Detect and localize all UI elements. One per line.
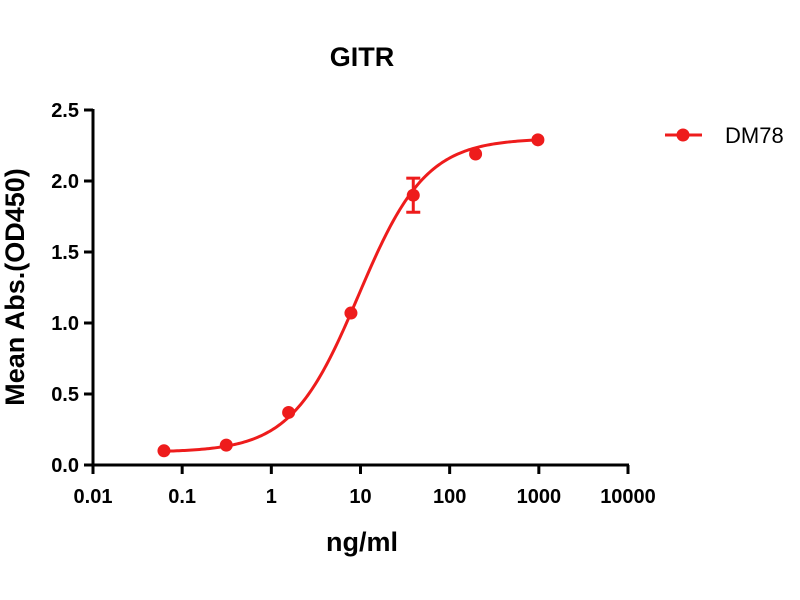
data-point <box>157 444 171 458</box>
fit-curve <box>163 138 538 453</box>
data-point <box>406 188 420 202</box>
x-axis-label: ng/ml <box>326 527 398 557</box>
x-tick-label: 1 <box>266 486 277 508</box>
y-tick-label: 2.5 <box>51 100 79 122</box>
legend-marker <box>676 128 690 142</box>
x-axis: 0.01 0.1 1 10 100 1000 10000 <box>74 463 656 508</box>
data-point <box>219 438 233 452</box>
y-axis: 0.0 0.5 1.0 1.5 2.0 2.5 <box>51 100 95 477</box>
y-tick-label: 1.5 <box>51 242 79 264</box>
legend-label-dm78: DM78 <box>725 123 784 148</box>
x-tick-label: 10 <box>349 486 371 508</box>
data-point <box>282 405 296 419</box>
data-point <box>531 133 545 147</box>
x-tick-label: 1000 <box>517 486 562 508</box>
plot-area <box>157 133 545 458</box>
y-axis-label: Mean Abs.(OD450) <box>0 168 30 406</box>
y-tick-label: 0.5 <box>51 384 79 406</box>
data-point <box>469 147 483 161</box>
legend: DM78 <box>665 123 784 148</box>
y-tick-label: 1.0 <box>51 313 79 335</box>
x-tick-label: 0.1 <box>168 486 196 508</box>
y-tick-label: 2.0 <box>51 171 79 193</box>
chart-title: GITR <box>330 42 395 72</box>
y-tick-label: 0.0 <box>51 455 79 477</box>
data-point <box>344 306 358 320</box>
x-tick-label: 0.01 <box>74 486 113 508</box>
x-tick-label: 100 <box>433 486 466 508</box>
x-tick-label: 10000 <box>600 486 656 508</box>
